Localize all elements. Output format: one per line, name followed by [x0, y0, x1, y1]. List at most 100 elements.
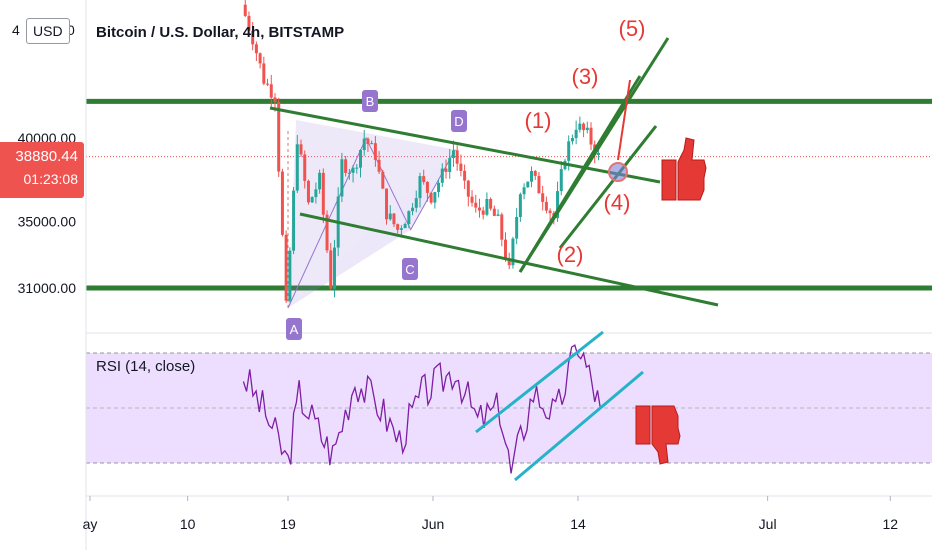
candle-body — [381, 171, 385, 189]
candle-body — [377, 159, 381, 172]
time-tick-label: 14 — [570, 516, 586, 532]
top-price-tick-left: 4 — [12, 22, 20, 38]
candle-body — [418, 176, 422, 199]
pattern-point-badge — [451, 110, 467, 132]
pattern-point-badge — [362, 90, 378, 112]
candle-body — [388, 213, 392, 220]
thumb-down-cuff — [635, 405, 651, 445]
wave-5-arrow — [617, 79, 631, 161]
time-tick-label: 12 — [883, 516, 899, 532]
pattern-point-label: A — [290, 322, 299, 337]
candle-body — [448, 158, 452, 173]
candle-body — [589, 127, 593, 145]
rsi-label: RSI (14, close) — [96, 358, 195, 375]
candle-body — [492, 208, 496, 216]
rsi-channel-upper — [475, 330, 604, 434]
rsi-channel-lower — [514, 370, 644, 482]
candle-body — [485, 198, 489, 215]
candle-body — [310, 197, 314, 203]
candle-body — [284, 234, 288, 301]
target-marker — [608, 162, 628, 182]
axes: Bitcoin / U.S. Dollar, 4h, BITSTAMP40000… — [18, 0, 932, 550]
candle-body — [425, 181, 429, 193]
candle-body — [321, 172, 325, 215]
upper-trendline — [269, 106, 661, 184]
candle-body — [266, 83, 270, 85]
candle-body — [251, 30, 255, 45]
pattern-point-label: C — [405, 262, 414, 277]
candle-body — [530, 171, 534, 182]
candle-body — [306, 180, 310, 203]
candle-body — [437, 182, 441, 193]
thumbs-down-icon — [635, 405, 681, 465]
candle-body — [269, 84, 273, 98]
candle-body — [258, 53, 262, 64]
candle-body — [243, 4, 247, 16]
last-price-label: 38880.44 — [15, 148, 78, 165]
time-tick-label: 10 — [180, 516, 196, 532]
candle-body — [548, 210, 552, 214]
wave-label: (1) — [525, 108, 552, 133]
time-tick-label: 19 — [280, 516, 296, 532]
candle-body — [500, 214, 504, 240]
thumbs-up-icon — [661, 137, 707, 201]
thumb-down-hand — [651, 405, 681, 465]
wave-label: (2) — [557, 242, 584, 267]
candle-body — [370, 143, 374, 145]
candle-body — [292, 190, 296, 251]
candle-body — [444, 168, 448, 173]
pattern-point-c: C — [402, 258, 418, 280]
rsi-pane — [86, 344, 932, 474]
channel-lower-line — [558, 125, 658, 249]
wave-label: (4) — [604, 190, 631, 215]
candle-body — [332, 247, 336, 289]
candle-body — [325, 214, 329, 251]
price-tick-label: 31000.00 — [18, 280, 77, 296]
candle-body — [392, 213, 396, 225]
candle-body — [578, 123, 582, 130]
candle-body — [422, 176, 426, 182]
candle-body — [355, 167, 359, 169]
candle-body — [440, 168, 444, 183]
abcd-fill — [288, 120, 456, 308]
candle-body — [273, 97, 277, 103]
candle-body — [373, 143, 377, 160]
main-pane — [86, 0, 932, 309]
chart-title: Bitcoin / U.S. Dollar, 4h, BITSTAMP — [96, 24, 344, 41]
candle-body — [526, 181, 530, 188]
candle-body — [254, 44, 258, 54]
candle-body — [477, 207, 481, 211]
wave-label: (5) — [619, 16, 646, 41]
candle-body — [496, 214, 500, 216]
candle-body — [347, 172, 351, 174]
candle-body — [518, 194, 522, 218]
candle-body — [489, 198, 493, 209]
candle-body — [596, 153, 600, 155]
candle-body — [299, 144, 303, 155]
currency-button[interactable]: USD — [26, 18, 70, 44]
candle-body — [585, 127, 589, 131]
channel-mid-line — [518, 75, 642, 273]
pattern-point-badge — [286, 318, 302, 340]
candle-body — [399, 228, 403, 230]
candle-body — [362, 138, 366, 150]
candle-body — [280, 171, 284, 235]
pattern-point-b: B — [362, 90, 378, 112]
thumb-up-hand — [677, 137, 707, 201]
wave-label: (3) — [572, 64, 599, 89]
top-price-tick-right: 0 — [67, 22, 75, 38]
candle-body — [385, 188, 389, 220]
pattern-point-label: B — [366, 94, 375, 109]
candle-body — [329, 250, 333, 289]
candle-body — [537, 175, 541, 194]
time-tick-label: Jul — [759, 516, 777, 532]
lower-trendline — [299, 212, 719, 307]
pattern-point-d: D — [451, 110, 467, 132]
time-tick-label: Jun — [422, 516, 445, 532]
candle-body — [403, 224, 407, 229]
candle-body — [366, 138, 370, 145]
candle-body — [277, 102, 281, 172]
